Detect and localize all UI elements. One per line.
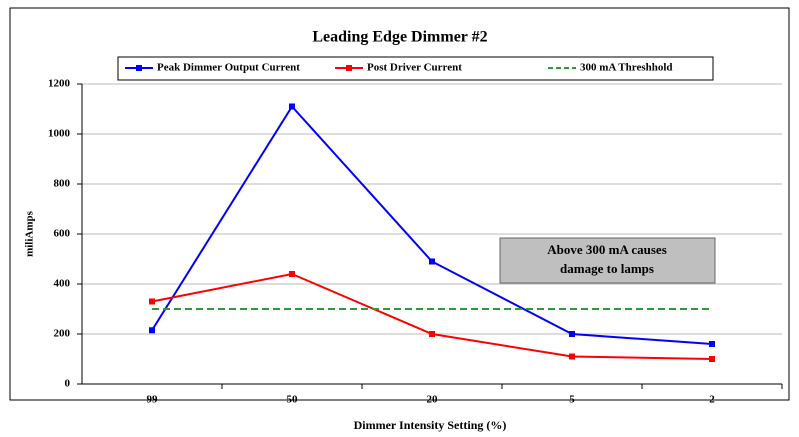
point-marker [149, 327, 155, 334]
x-tick-label: 5 [569, 394, 575, 406]
point-marker [429, 331, 435, 337]
y-tick-label: 1200 [48, 78, 71, 90]
legend-label: 300 mA Threshhold [580, 62, 673, 74]
y-tick-label: 1000 [48, 128, 71, 140]
point-marker [149, 298, 155, 305]
annotation-box [499, 237, 716, 284]
x-tick-label: 50 [287, 394, 299, 406]
legend-label: Peak Dimmer Output Current [157, 62, 300, 74]
point-marker [569, 331, 575, 337]
point-marker [569, 353, 575, 360]
annotation-text: Above 300 mA causes [547, 242, 667, 257]
y-tick-label: 400 [54, 278, 71, 290]
point-marker [289, 103, 295, 110]
x-axis-label: Dimmer Intensity Setting (%) [354, 418, 507, 432]
annotation-text: damage to lamps [560, 261, 654, 276]
legend-marker [136, 65, 142, 71]
point-marker [709, 341, 715, 347]
point-marker [289, 271, 295, 277]
point-marker [429, 258, 435, 265]
legend-marker [346, 65, 352, 71]
y-tick-label: 600 [54, 228, 71, 240]
y-tick-label: 0 [65, 378, 71, 390]
x-tick-label: 2 [709, 394, 715, 406]
y-tick-label: 800 [54, 178, 71, 190]
legend-box [117, 56, 714, 81]
x-tick-label: 20 [427, 394, 439, 406]
chart-title: Leading Edge Dimmer #2 [312, 29, 487, 46]
point-marker [709, 356, 715, 362]
y-tick-label: 200 [54, 328, 71, 340]
legend-label: Post Driver Current [367, 62, 462, 74]
y-axis-label: miliAmps [24, 210, 36, 257]
x-tick-label: 99 [147, 394, 159, 406]
